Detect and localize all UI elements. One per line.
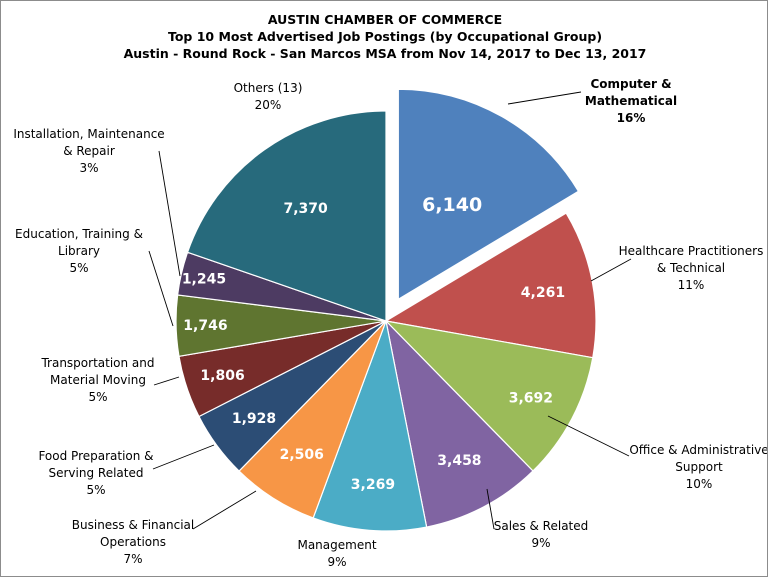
pie-slices xyxy=(175,88,597,532)
category-percent: 5% xyxy=(88,390,107,404)
leader-line-9 xyxy=(158,150,181,277)
category-label-8: Education, Training & Library 5% xyxy=(15,227,143,275)
category-percent: 10% xyxy=(686,477,713,491)
value-label-0: 6,140 xyxy=(422,194,482,216)
leader-line-0 xyxy=(507,91,582,105)
value-label-10: 7,370 xyxy=(283,201,328,217)
value-label-9: 1,245 xyxy=(182,272,226,288)
category-name-line: Installation, Maintenance xyxy=(13,127,164,141)
category-label-2: Office & Administrative Support 10% xyxy=(629,443,767,491)
title-line-2: Top 10 Most Advertised Job Postings (by … xyxy=(168,29,602,44)
category-percent: 5% xyxy=(86,483,105,497)
category-label-1: Healthcare Practitioners & Technical 11% xyxy=(619,244,764,292)
pie-slice-0 xyxy=(397,88,580,301)
category-name-line: Library xyxy=(58,244,100,258)
category-percent: 5% xyxy=(69,261,88,275)
value-labels: 6,140 4,261 3,692 3,458 3,269 2,506 1,928 1,806… xyxy=(182,194,565,493)
category-name-line: Support xyxy=(675,460,723,474)
category-percent: 9% xyxy=(531,536,550,550)
leader-line-6 xyxy=(152,444,215,470)
leader-line-5 xyxy=(192,490,257,530)
title-line-3: Austin - Round Rock - San Marcos MSA fro… xyxy=(124,46,647,61)
category-name-line: Business & Financial xyxy=(72,518,194,532)
category-name-line: Transportation and xyxy=(40,356,154,370)
category-name-line: & Technical xyxy=(657,261,725,275)
category-label-5: Business & Financial Operations 7% xyxy=(72,518,194,566)
value-label-8: 1,746 xyxy=(183,318,227,334)
category-percent: 16% xyxy=(617,111,646,125)
leader-line-2 xyxy=(547,415,630,457)
category-percent: 3% xyxy=(79,161,98,175)
pie-slice-3 xyxy=(385,319,534,528)
category-percent: 9% xyxy=(327,555,346,569)
category-name-line: Healthcare Practitioners xyxy=(619,244,764,258)
category-label-10: Others (13) 20% xyxy=(234,81,303,112)
category-name-line: Serving Related xyxy=(49,466,144,480)
category-name-line: Computer & xyxy=(590,77,671,91)
value-label-1: 4,261 xyxy=(521,285,565,301)
value-label-5: 2,506 xyxy=(280,447,324,463)
category-name-line: Material Moving xyxy=(50,373,146,387)
category-name-line: & Repair xyxy=(63,144,115,158)
category-name-line: Education, Training & xyxy=(15,227,143,241)
category-percent: 7% xyxy=(123,552,142,566)
value-label-4: 3,269 xyxy=(351,477,395,493)
title-line-1: AUSTIN CHAMBER OF COMMERCE xyxy=(268,12,502,27)
category-percent: 11% xyxy=(678,278,705,292)
category-name-line: Office & Administrative xyxy=(629,443,767,457)
category-label-0: Computer & Mathematical 16% xyxy=(585,77,677,125)
category-label-6: Food Preparation & Serving Related 5% xyxy=(38,449,153,497)
pie-slice-10 xyxy=(186,110,387,322)
category-name-line: Others (13) xyxy=(234,81,303,95)
pie-slice-1 xyxy=(384,212,597,359)
value-label-7: 1,806 xyxy=(200,368,244,384)
leader-line-8 xyxy=(148,250,174,327)
pie-slice-4 xyxy=(312,318,428,532)
category-labels: Computer & Mathematical 16% Healthcare Prac… xyxy=(13,77,767,569)
category-name-line: Sales & Related xyxy=(494,519,589,533)
category-label-4: Management 9% xyxy=(297,538,376,569)
category-label-3: Sales & Related 9% xyxy=(494,519,589,550)
category-percent: 20% xyxy=(255,98,282,112)
value-label-3: 3,458 xyxy=(437,453,481,469)
leader-line-1 xyxy=(590,258,632,282)
value-label-2: 3,692 xyxy=(509,390,553,406)
leader-line-3 xyxy=(486,488,495,530)
value-label-6: 1,928 xyxy=(232,411,276,427)
category-name-line: Food Preparation & xyxy=(38,449,153,463)
leader-lines xyxy=(148,91,632,530)
pie-slice-2 xyxy=(384,320,594,472)
leader-line-7 xyxy=(153,376,180,386)
chart-title: AUSTIN CHAMBER OF COMMERCE Top 10 Most A… xyxy=(124,12,647,61)
category-name-line: Operations xyxy=(100,535,166,549)
category-name-line: Mathematical xyxy=(585,94,677,108)
category-label-9: Installation, Maintenance & Repair 3% xyxy=(13,127,164,175)
category-name-line: Management xyxy=(297,538,376,552)
category-label-7: Transportation and Material Moving 5% xyxy=(40,356,154,404)
